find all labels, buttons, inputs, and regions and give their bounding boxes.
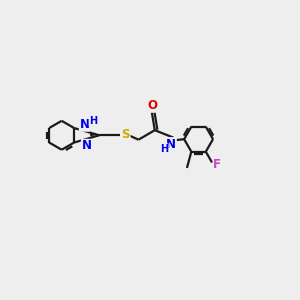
Text: N: N bbox=[80, 118, 89, 131]
Text: F: F bbox=[213, 158, 221, 171]
Text: O: O bbox=[148, 99, 158, 112]
Text: S: S bbox=[122, 128, 130, 141]
Text: H: H bbox=[89, 116, 97, 126]
Text: H: H bbox=[160, 144, 168, 154]
Text: N: N bbox=[82, 140, 92, 152]
Text: N: N bbox=[166, 138, 176, 151]
